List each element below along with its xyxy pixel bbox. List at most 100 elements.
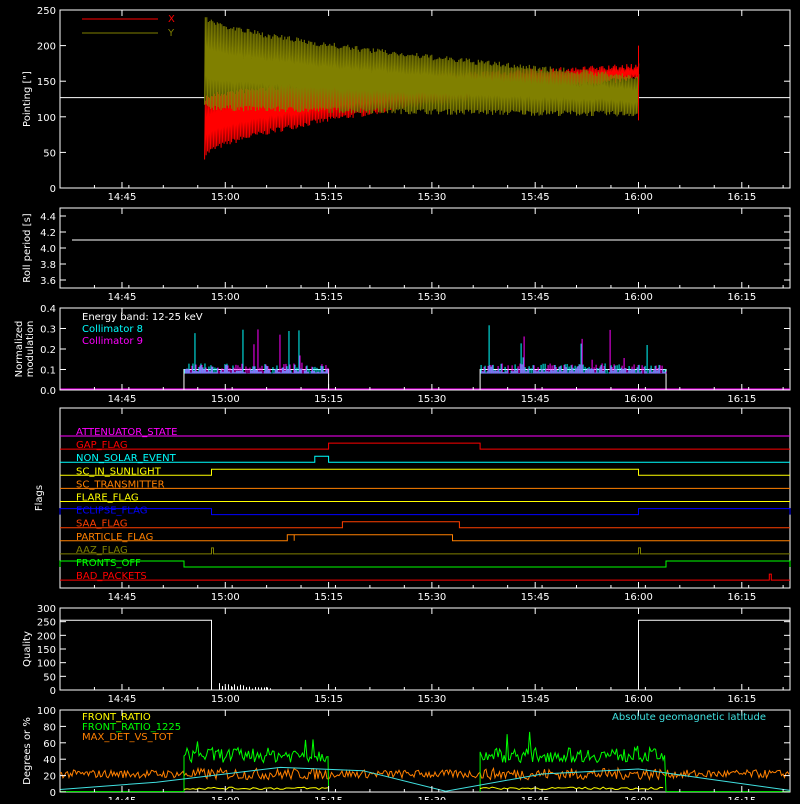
modulation-ylabel-2: modulation	[25, 321, 36, 378]
x-tick-label: 16:00	[624, 694, 653, 705]
x-tick-label: 15:00	[211, 592, 240, 603]
y-tick-label: 0.1	[40, 366, 56, 377]
y-tick-label: 200	[37, 42, 56, 53]
y-tick-label: 300	[37, 604, 56, 615]
y-tick-label: 100	[37, 113, 56, 124]
x-tick-label: 16:15	[727, 796, 756, 800]
x-tick-label: 16:00	[624, 796, 653, 800]
y-tick-label: 0.2	[40, 345, 56, 356]
modulation-ylabel-1: Normalized	[14, 321, 25, 378]
y-tick-label: 3.8	[40, 260, 56, 271]
x-tick-label: 15:45	[521, 292, 550, 303]
modulation-interval-frame	[183, 369, 330, 391]
flag-trace-saa-flag	[60, 521, 790, 529]
flag-label-gap-flag: GAP_FLAG	[76, 440, 128, 451]
y-tick-label: 0.3	[40, 325, 56, 336]
energy-band-label: Energy band: 12-25 keV	[82, 312, 203, 323]
x-tick-label: 15:30	[417, 292, 446, 303]
flag-label-sc-in-sunlight: SC_IN_SUNLIGHT	[76, 466, 162, 477]
geomag-latitude-label: Absolute geomagnetic latitude	[612, 712, 766, 723]
x-tick-label: 16:15	[727, 192, 756, 203]
y-tick-label: 0.4	[40, 304, 56, 315]
x-tick-label: 16:15	[727, 292, 756, 303]
y-tick-label: 0	[50, 686, 56, 697]
roll-period-panel: Roll period [s] 14:45 15:00 15:15 15:30 15:4…	[22, 207, 791, 303]
flags-frame	[59, 407, 791, 589]
x-tick-label: 15:45	[521, 796, 550, 800]
ratio-ylabel: Degrees or %	[22, 717, 33, 785]
y-tick-label: 4.0	[40, 244, 56, 255]
x-tick-label: 15:30	[417, 796, 446, 800]
x-tick-label: 14:45	[108, 394, 137, 405]
modulation-panel: Normalized modulation 14:45 15:00 15:15 15:…	[14, 304, 791, 405]
x-tick-label: 15:15	[314, 292, 343, 303]
y-tick-label: 40	[43, 755, 56, 766]
x-tick-label: 16:00	[624, 592, 653, 603]
roll-ylabel: Roll period [s]	[22, 213, 33, 282]
front-ratio-1225-label: FRONT_RATIO_1225	[82, 722, 181, 733]
x-tick-label: 15:00	[211, 796, 240, 800]
x-tick-label: 14:45	[108, 592, 137, 603]
y-tick-label: 250	[37, 618, 56, 629]
flag-trace-particle-flag	[60, 534, 790, 542]
flag-trace-fronts-off	[59, 560, 791, 568]
x-tick-label: 14:45	[108, 796, 137, 800]
x-tick-label: 16:15	[727, 592, 756, 603]
legend-x-label: X	[168, 14, 175, 25]
flag-label-bad-packets: BAD_PACKETS	[76, 571, 147, 582]
x-tick-label: 16:00	[624, 192, 653, 203]
max-det-vs-tot-label: MAX_DET_VS_TOT	[82, 732, 174, 743]
flag-label-eclipse-flag: ECLIPSE_FLAG	[76, 506, 147, 517]
flags-ylabel: Flags	[34, 485, 45, 511]
y-tick-label: 80	[43, 722, 56, 733]
x-tick-label: 15:15	[314, 796, 343, 800]
x-tick-label: 15:15	[314, 394, 343, 405]
y-tick-label: 50	[43, 672, 56, 683]
y-tick-label: 100	[37, 706, 56, 717]
flag-label-non-solar-event: NON_SOLAR_EVENT	[76, 453, 177, 464]
flag-label-particle-flag: PARTICLE_FLAG	[76, 532, 153, 543]
flag-label-attenuator-state: ATTENUATOR_STATE	[76, 427, 177, 438]
front-ratio-trace	[183, 786, 329, 791]
y-tick-label: 60	[43, 739, 56, 750]
x-tick-label: 15:30	[417, 694, 446, 705]
front-ratio-1225-trace	[479, 731, 667, 793]
quality-ylabel: Quality	[22, 631, 33, 667]
y-tick-label: 200	[37, 631, 56, 642]
pointing-frame	[59, 9, 791, 189]
flag-trace-bad-packets	[60, 573, 790, 581]
x-tick-label: 16:15	[727, 394, 756, 405]
x-tick-label: 15:30	[417, 192, 446, 203]
y-tick-label: 0	[50, 184, 56, 195]
x-tick-label: 15:15	[314, 592, 343, 603]
x-tick-label: 14:45	[108, 192, 137, 203]
y-tick-label: 0	[50, 788, 56, 799]
x-tick-label: 15:45	[521, 694, 550, 705]
flag-trace-eclipse-flag	[59, 508, 791, 516]
quality-panel: Quality 14:45 15:00 15:15 15:30 15:45 16:00 16…	[22, 604, 791, 705]
y-tick-label: 150	[37, 77, 56, 88]
max-det-vs-tot-trace	[59, 766, 790, 781]
flag-label-sc-transmitter: SC_TRANSMITTER	[76, 479, 165, 490]
front-ratio-1225-trace	[183, 739, 330, 793]
x-tick-label: 14:45	[108, 694, 137, 705]
flag-label-flare-flag: FLARE_FLAG	[76, 493, 139, 504]
pointing-series-y	[204, 17, 640, 117]
x-tick-label: 15:15	[314, 694, 343, 705]
y-tick-label: 3.6	[40, 276, 56, 287]
x-tick-label: 15:00	[211, 292, 240, 303]
flag-trace-aaz-flag	[60, 547, 790, 555]
y-tick-label: 0.0	[40, 386, 56, 397]
pointing-panel: Pointing ["] 14:45 15:00 15:15 15:30 15:45 16…	[22, 6, 791, 203]
x-tick-label: 15:30	[417, 394, 446, 405]
x-tick-label: 16:00	[624, 394, 653, 405]
y-tick-label: 250	[37, 6, 56, 17]
flag-label-fronts-off: FRONTS_OFF	[76, 558, 141, 569]
front-ratio-label: FRONT_RATIO	[82, 712, 151, 723]
x-tick-label: 15:45	[521, 192, 550, 203]
x-tick-label: 15:15	[314, 192, 343, 203]
flag-trace-non-solar-event	[60, 455, 790, 463]
y-tick-label: 50	[43, 148, 56, 159]
x-tick-label: 15:45	[521, 394, 550, 405]
